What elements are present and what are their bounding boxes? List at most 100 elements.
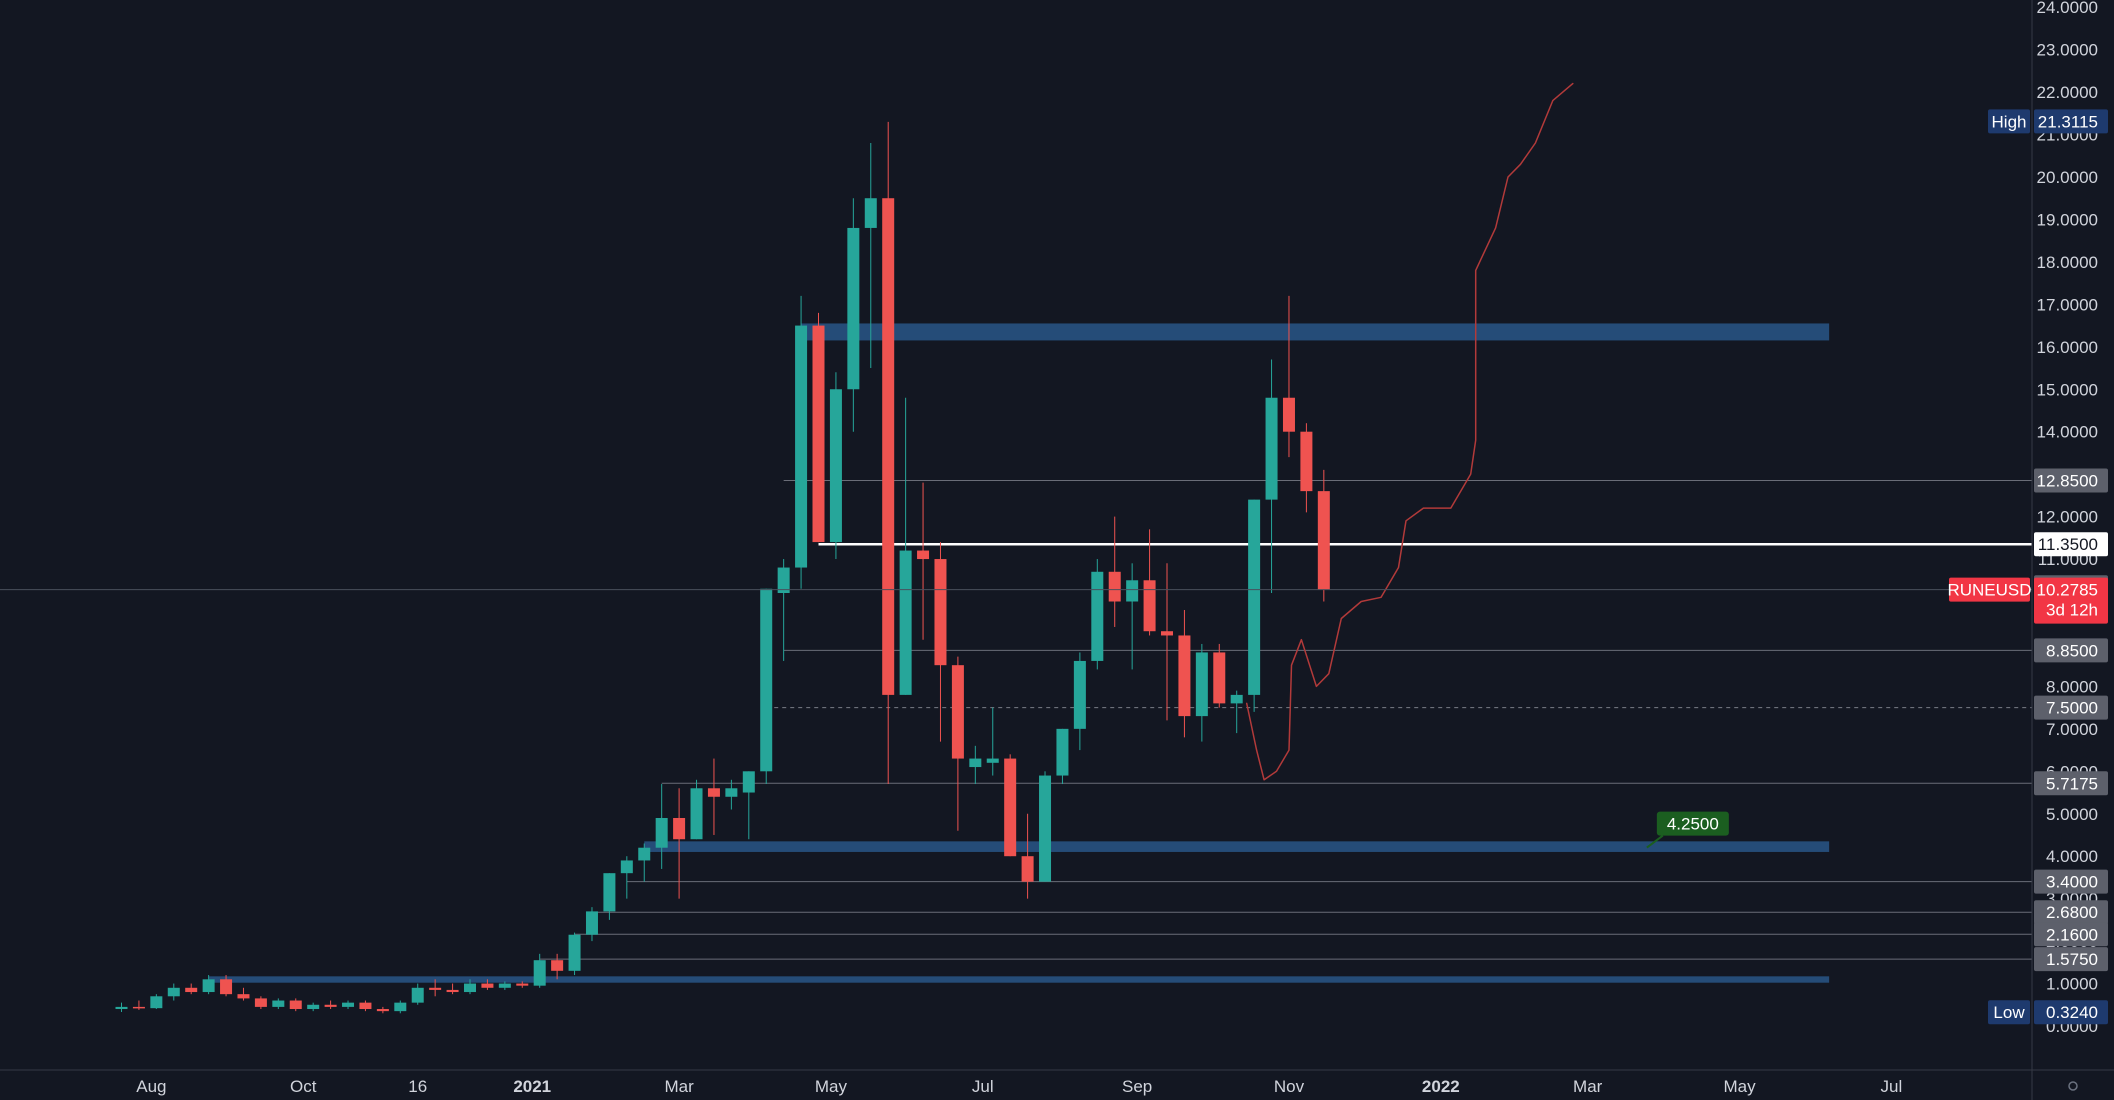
candle <box>1230 690 1243 734</box>
candle-body <box>620 860 633 874</box>
projection-line <box>1245 82 1574 781</box>
candle <box>1161 563 1173 721</box>
candle-body <box>376 1009 389 1012</box>
time-tick-label: Oct <box>290 1077 317 1096</box>
candle <box>464 979 476 995</box>
candle-body <box>533 960 546 986</box>
time-tick-label: 2022 <box>1422 1077 1460 1096</box>
candle-body <box>1073 660 1086 729</box>
candle-body <box>220 979 233 995</box>
low-tag: Low <box>1993 1003 2025 1022</box>
candle-body <box>289 1000 302 1010</box>
projection-path <box>1245 82 1574 781</box>
candle-body <box>655 817 668 848</box>
low-value-label: 0.3240 <box>2046 1003 2098 1022</box>
price-badges: 12.850011.350010.33558.85007.50005.71753… <box>1947 109 2108 1025</box>
candle-body <box>237 994 250 999</box>
candle-body <box>1021 856 1034 882</box>
level-badge-label: 3.4000 <box>2046 873 2098 892</box>
candle <box>899 397 912 695</box>
candle-body <box>254 998 267 1007</box>
candle-body <box>272 1000 285 1007</box>
candle <box>1265 359 1278 594</box>
candle-body <box>498 983 511 988</box>
gear-icon[interactable] <box>2068 1081 2078 1091</box>
candle <box>132 1000 145 1010</box>
candle <box>237 987 250 1001</box>
high-value-bg <box>2034 109 2108 134</box>
candle <box>969 745 982 785</box>
candle-body <box>446 989 459 993</box>
price-tick-label: 4.0000 <box>2046 847 2098 866</box>
candle-body <box>1195 652 1208 717</box>
candle-body <box>585 911 598 935</box>
candle <box>1248 499 1261 712</box>
candle-body <box>1126 580 1139 602</box>
candle <box>220 975 233 997</box>
time-axis[interactable]: Aug Oct 16 2021 Mar May Jul Sep Nov 2022 Mar May Jul <box>0 1069 2114 1096</box>
price-tick-label: 14.0000 <box>2037 423 2098 442</box>
candle-body <box>1248 499 1261 695</box>
candle <box>394 1000 407 1014</box>
level-badge-label: 12.8500 <box>2037 472 2098 491</box>
candle <box>1108 516 1121 627</box>
time-tick-label: Nov <box>1274 1077 1305 1096</box>
level-badge-bg <box>2034 638 2108 663</box>
candle <box>342 1000 355 1010</box>
candle <box>795 295 808 589</box>
candle <box>411 983 424 1005</box>
time-tick-label: Aug <box>136 1077 166 1096</box>
price-tick-label: 24.0000 <box>2037 0 2098 17</box>
price-axis[interactable]: 0.00001.00002.00003.00004.00005.00006.00… <box>1947 0 2114 1100</box>
candle <box>533 953 546 988</box>
candle-body <box>847 227 860 390</box>
price-tick-label: 17.0000 <box>2037 295 2098 314</box>
candle-body <box>795 325 808 568</box>
candle <box>986 707 999 776</box>
time-tick-label: 2021 <box>513 1077 551 1096</box>
candle <box>254 996 267 1010</box>
candle <box>864 143 877 369</box>
candle-body <box>1039 775 1052 882</box>
candle <box>324 1000 337 1010</box>
candle-body <box>1056 728 1069 776</box>
candle <box>882 121 895 785</box>
candle-body <box>307 1004 320 1010</box>
time-tick-label: Jul <box>1881 1077 1903 1096</box>
target-marker: 4.2500 <box>1646 811 1729 849</box>
candle <box>725 779 738 810</box>
price-tick-label: 12.0000 <box>2037 508 2098 527</box>
candle <box>742 771 755 840</box>
candle-body <box>1230 694 1243 704</box>
countdown-label: 3d 12h <box>2046 601 2098 620</box>
level-badge-label: 7.5000 <box>2046 699 2098 718</box>
level-badge-bg <box>2034 771 2108 796</box>
candle <box>1282 295 1295 458</box>
candle-body <box>132 1006 145 1009</box>
price-tick-label: 19.0000 <box>2037 210 2098 229</box>
support-resistance-zones <box>208 323 1830 983</box>
candle <box>185 983 198 995</box>
time-tick-label: Mar <box>1573 1077 1603 1096</box>
candle-body <box>324 1004 337 1007</box>
candle <box>446 983 459 995</box>
price-tick-label: 8.0000 <box>2046 677 2098 696</box>
candle-body <box>899 550 912 695</box>
level-badge-bg <box>2034 869 2108 894</box>
gear-icon-ring <box>2068 1081 2078 1091</box>
candle-body <box>829 389 842 543</box>
candle <box>1039 771 1052 882</box>
candle-body <box>150 996 163 1009</box>
candle-body <box>725 788 738 797</box>
candle <box>115 1002 128 1012</box>
symbol-tag-bg <box>1949 577 2030 602</box>
candle-body <box>951 665 964 759</box>
candle <box>376 1006 389 1014</box>
level-badge-bg <box>2034 947 2108 972</box>
price-tick-label: 20.0000 <box>2037 168 2098 187</box>
price-tick-label: 16.0000 <box>2037 338 2098 357</box>
candle <box>638 843 651 882</box>
candle-body <box>1178 635 1191 717</box>
target-label: 4.2500 <box>1667 815 1719 834</box>
